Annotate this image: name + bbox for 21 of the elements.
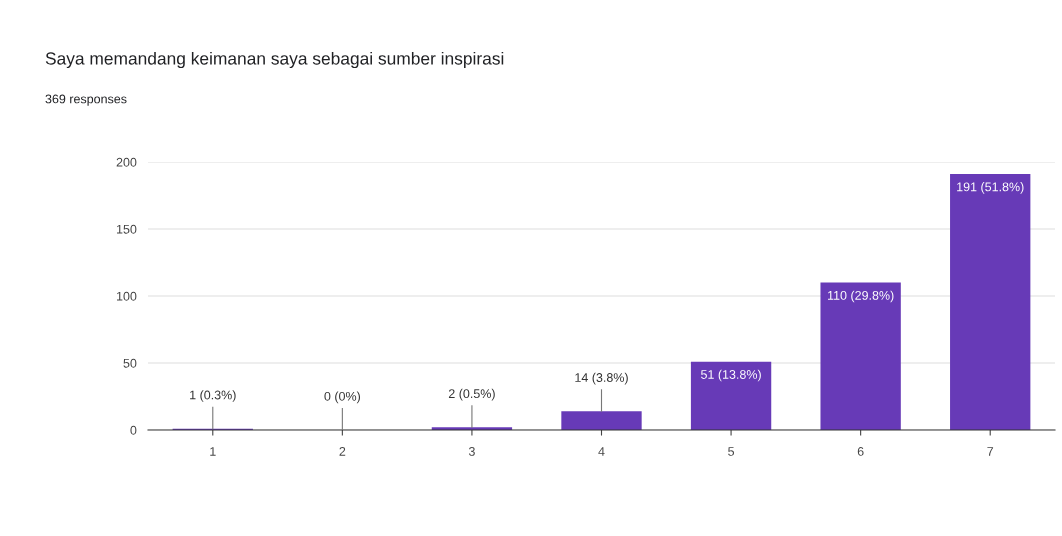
x-tick-label: 2: [339, 447, 346, 456]
y-tick-label: 0: [130, 425, 137, 435]
x-tick-label: 6: [857, 447, 864, 456]
chart-title: Saya memandang keimanan saya sebagai sumber inspirasi: [45, 51, 504, 69]
data-label: 2 (0.5%): [448, 388, 495, 401]
y-tick-label: 150: [116, 224, 137, 234]
data-label: 14 (3.8%): [575, 372, 628, 385]
x-tick-label: 3: [468, 447, 475, 456]
data-label: 110 (29.8%): [828, 290, 894, 303]
x-tick-label: 7: [987, 447, 994, 456]
y-tick-label: 50: [123, 358, 137, 368]
data-label: 191 (51.8%): [957, 182, 1024, 194]
data-label: 1 (0.3%): [190, 390, 236, 402]
x-tick-label: 4: [598, 447, 605, 456]
data-label: 51 (13.8%): [701, 369, 761, 382]
chart-subtitle: 369 responses: [45, 94, 127, 106]
data-label: 0 (0%): [324, 391, 360, 404]
x-tick-label: 1: [210, 447, 216, 456]
x-tick-label: 5: [728, 447, 735, 456]
y-tick-label: 100: [116, 291, 137, 301]
y-tick-label: 200: [116, 157, 137, 167]
